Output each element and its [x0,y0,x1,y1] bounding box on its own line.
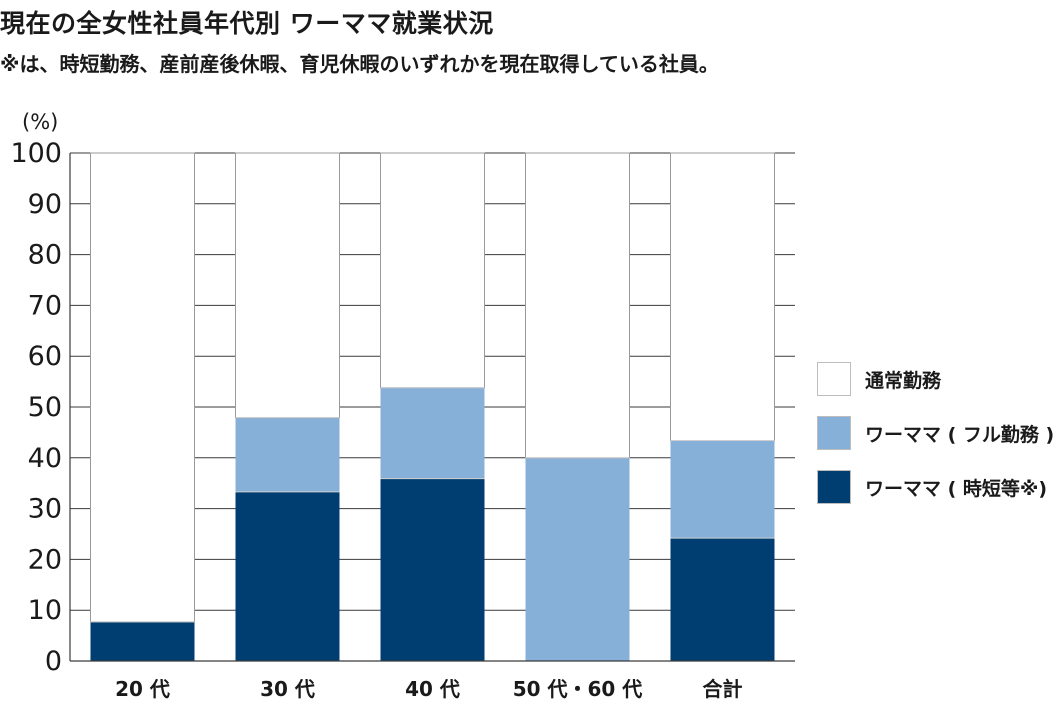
bar-segment [670,152,775,442]
legend-swatch-regular [817,362,851,396]
y-tick-label: 90 [28,189,62,220]
legend-label-fulltime: ワーママ ( フル勤務 ) [865,423,1055,446]
y-unit-label: (%) [22,110,58,134]
x-tick-label: 30 代 [260,677,315,701]
legend-label-shorttime: ワーママ ( 時短等※) [865,477,1048,500]
bar-segment [525,152,630,459]
y-tick-label: 80 [28,240,62,271]
bar-segment [90,621,195,661]
legend-item-regular: 通常勤務 [817,362,1054,396]
y-tick-label: 0 [45,646,62,677]
bar-segment [90,152,195,623]
x-tick-label: 40 代 [405,677,460,701]
chart-note: ※は、時短勤務、産前産後休暇、育児休暇のいずれかを現在取得している社員。 [0,52,719,76]
x-tick-label: 50 代・60 代 [513,677,643,701]
y-tick-label: 50 [28,392,62,423]
legend-label-regular: 通常勤務 [865,369,942,392]
bar-segment [380,152,485,389]
bar-segment [235,152,340,419]
y-tick-label: 10 [28,595,62,626]
bar-segment [235,491,340,661]
axes [69,153,795,662]
bar-segment [380,387,485,479]
bar-segment [235,417,340,492]
chart-title: 現在の全女性社員年代別 ワーママ就業状況 [0,9,494,38]
bars [90,152,775,662]
y-tick-label: 40 [28,443,62,474]
tick-labels: 0 10 20 30 40 50 60 70 80 90 100 (%) 20 代 30 代 40 代 50 … [10,110,742,701]
bar-segment [670,440,775,539]
y-tick-label: 70 [28,290,62,321]
legend-swatch-fulltime [817,416,851,450]
legend: 通常勤務 ワーママ ( フル勤務 ) ワーママ ( 時短等※) [817,362,1054,524]
legend-swatch-shorttime [817,470,851,504]
bar-segment [525,457,630,661]
legend-item-shorttime: ワーママ ( 時短等※) [817,470,1054,504]
y-tick-label: 100 [10,138,62,169]
x-tick-label: 20 代 [115,677,170,701]
y-tick-label: 30 [28,494,62,525]
bar-segment [380,478,485,661]
bar-segment [670,538,775,661]
y-tick-label: 20 [28,544,62,575]
legend-item-fulltime: ワーママ ( フル勤務 ) [817,416,1054,450]
x-tick-label: 合計 [703,677,743,701]
y-tick-label: 60 [28,341,62,372]
